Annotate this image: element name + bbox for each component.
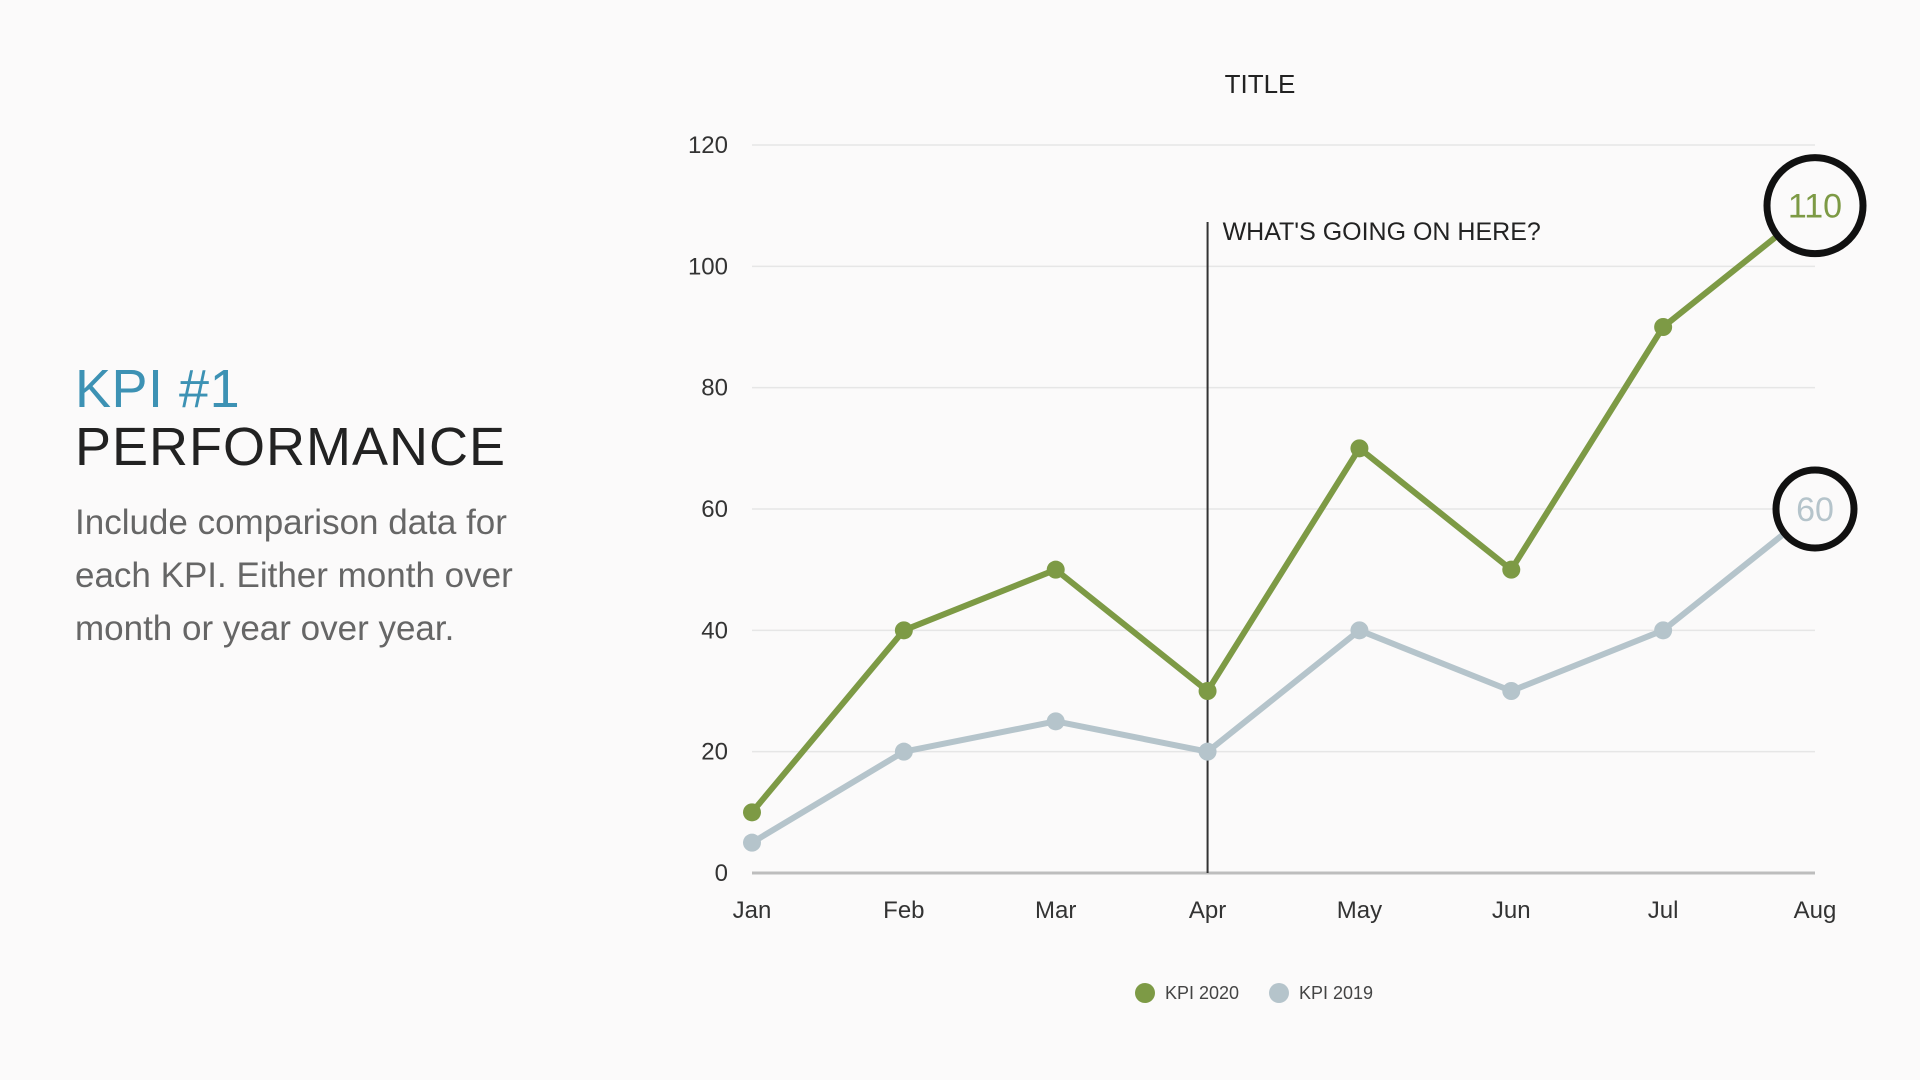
x-tick-label: Mar xyxy=(1035,897,1076,924)
data-point xyxy=(1046,712,1065,731)
y-tick-label: 60 xyxy=(701,496,728,523)
kpi-description: Include comparison data for each KPI. Ei… xyxy=(75,503,513,648)
x-axis-ticks: Jan Feb Mar Apr May Jun Jul Aug xyxy=(733,897,1837,924)
highlight-circle xyxy=(1763,154,1867,258)
x-tick-label: May xyxy=(1337,897,1382,924)
annotation-text: WHAT'S GOING ON HERE? xyxy=(1223,218,1541,246)
highlight-circle xyxy=(1772,466,1858,552)
legend: KPI 2020 KPI 2019 xyxy=(1135,983,1373,1003)
data-point xyxy=(743,833,761,852)
data-point xyxy=(1654,318,1673,336)
data-point xyxy=(1502,682,1521,700)
kpi-title: KPI #1 xyxy=(75,359,241,419)
series-line xyxy=(749,506,1818,846)
y-tick-label: 80 xyxy=(701,375,728,402)
data-point xyxy=(894,621,913,640)
x-tick-label: Apr xyxy=(1189,897,1226,924)
legend-marker xyxy=(1135,983,1155,1003)
series-line xyxy=(749,202,1818,816)
x-tick-label: Feb xyxy=(883,897,924,924)
x-tick-label: Jul xyxy=(1648,897,1679,924)
y-tick-label: 20 xyxy=(701,739,728,766)
y-axis-ticks: 0 20 40 60 80 100 120 xyxy=(688,132,728,887)
annotation: WHAT'S GOING ON HERE? xyxy=(1206,218,1541,873)
highlight-circles: 110 60 xyxy=(1763,154,1867,552)
y-tick-label: 100 xyxy=(688,253,728,280)
x-tick-label: Aug xyxy=(1794,897,1837,924)
legend-label: KPI 2020 xyxy=(1165,983,1239,1003)
series-lines xyxy=(743,202,1818,852)
x-tick-label: Jun xyxy=(1492,897,1531,924)
data-point xyxy=(743,803,761,822)
kpi-panel: KPI #1 PERFORMANCE Include comparison da… xyxy=(75,360,595,655)
legend-marker xyxy=(1269,983,1289,1003)
gridlines xyxy=(752,144,1815,875)
data-point xyxy=(1654,621,1673,640)
data-point xyxy=(1502,560,1521,579)
highlight-label: 60 xyxy=(1796,491,1834,529)
chart-title: TITLE xyxy=(1225,69,1296,99)
data-point xyxy=(1198,742,1217,761)
data-point xyxy=(1198,682,1217,700)
highlight-label: 110 xyxy=(1788,188,1842,226)
y-tick-label: 0 xyxy=(715,860,728,887)
legend-label: KPI 2019 xyxy=(1299,983,1373,1003)
data-point xyxy=(1350,621,1369,640)
y-tick-label: 120 xyxy=(688,132,728,159)
y-tick-label: 40 xyxy=(701,617,728,644)
data-point xyxy=(1046,560,1065,579)
x-tick-label: Jan xyxy=(733,897,772,924)
data-point xyxy=(1350,439,1369,458)
data-point xyxy=(894,742,913,761)
kpi-subtitle: PERFORMANCE xyxy=(75,417,507,477)
